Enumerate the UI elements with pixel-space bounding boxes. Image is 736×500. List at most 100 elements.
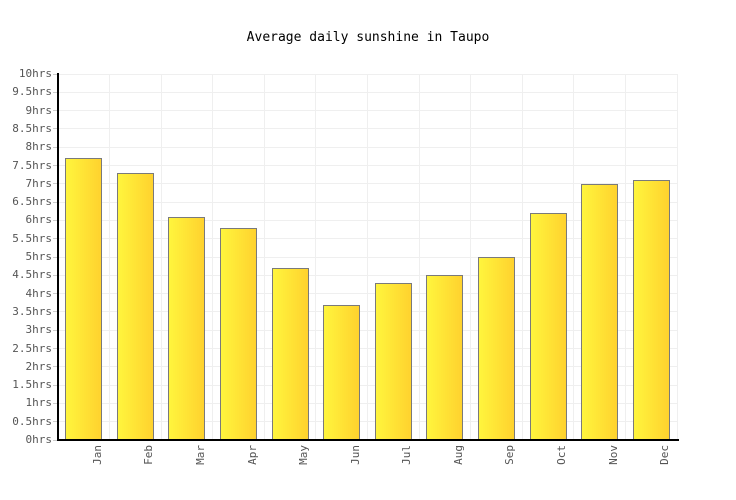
month-label-nov: Nov bbox=[606, 445, 620, 465]
horizontal-gridline bbox=[59, 165, 677, 166]
y-tick-label: 4hrs bbox=[25, 286, 53, 300]
bar-oct bbox=[529, 213, 567, 440]
y-tick-label: 5.5hrs bbox=[12, 231, 52, 245]
horizontal-gridline bbox=[59, 384, 677, 386]
bar-mar bbox=[168, 216, 206, 440]
y-tick-label: 3hrs bbox=[25, 323, 53, 337]
y-tick-label: 1.5hrs bbox=[12, 378, 52, 392]
y-axis-tick bbox=[53, 165, 57, 166]
bar-nov bbox=[581, 183, 619, 440]
horizontal-gridline bbox=[59, 73, 677, 75]
y-axis-tick bbox=[53, 219, 57, 221]
y-axis-tick bbox=[53, 183, 57, 185]
y-tick-label: 6hrs bbox=[25, 213, 53, 227]
y-axis-tick bbox=[53, 293, 57, 295]
bar-sep bbox=[477, 257, 515, 440]
month-label-oct: Oct bbox=[555, 445, 569, 465]
month-label-sep: Sep bbox=[503, 445, 517, 465]
horizontal-gridline bbox=[59, 146, 677, 148]
vertical-gridline bbox=[573, 74, 575, 440]
y-tick-label: 4.5hrs bbox=[12, 268, 52, 282]
horizontal-gridline bbox=[59, 402, 677, 404]
horizontal-gridline bbox=[59, 256, 677, 258]
bar-jun bbox=[323, 304, 361, 440]
y-axis-line bbox=[57, 73, 59, 441]
horizontal-gridline bbox=[59, 219, 677, 221]
bar-apr bbox=[220, 227, 258, 440]
vertical-gridline bbox=[315, 74, 317, 440]
horizontal-gridline bbox=[59, 366, 677, 368]
y-tick-label: 0hrs bbox=[25, 433, 53, 446]
month-label-jun: Jun bbox=[348, 445, 362, 465]
vertical-gridline bbox=[212, 74, 214, 440]
month-label-aug: Aug bbox=[451, 445, 465, 465]
y-tick-label: 5hrs bbox=[25, 250, 53, 263]
y-tick-label: 2.5hrs bbox=[12, 341, 52, 355]
horizontal-gridline bbox=[59, 183, 677, 185]
y-axis-tick bbox=[53, 384, 57, 386]
vertical-gridline bbox=[624, 74, 626, 440]
y-tick-label: 10hrs bbox=[18, 67, 52, 80]
bar-jul bbox=[374, 282, 412, 440]
horizontal-gridline bbox=[59, 329, 677, 331]
vertical-gridline bbox=[521, 74, 523, 440]
y-axis-tick bbox=[53, 201, 57, 203]
y-tick-label: 6.5hrs bbox=[12, 195, 52, 209]
horizontal-gridline bbox=[59, 128, 677, 130]
y-tick-label: 3.5hrs bbox=[12, 304, 52, 318]
y-axis-tick bbox=[53, 348, 57, 349]
y-tick-label: 7.5hrs bbox=[12, 158, 52, 172]
y-axis-tick bbox=[53, 73, 57, 75]
vertical-gridline bbox=[367, 74, 368, 440]
vertical-gridline bbox=[470, 74, 472, 440]
month-label-apr: Apr bbox=[245, 445, 259, 465]
chart-title: Average daily sunshine in Taupo bbox=[246, 30, 490, 45]
vertical-gridline bbox=[160, 74, 162, 440]
y-tick-label: 1hrs bbox=[25, 396, 53, 410]
y-tick-label: 9.5hrs bbox=[12, 85, 52, 99]
y-axis-tick bbox=[53, 421, 57, 423]
month-label-jan: Jan bbox=[90, 445, 104, 465]
y-tick-label: 7hrs bbox=[25, 176, 53, 190]
y-axis-tick bbox=[53, 110, 57, 112]
y-axis-tick bbox=[53, 439, 57, 441]
y-axis-tick bbox=[53, 128, 57, 130]
bar-jan bbox=[65, 158, 103, 440]
horizontal-gridline bbox=[59, 348, 677, 349]
y-axis-tick bbox=[53, 238, 57, 240]
month-label-mar: Mar bbox=[193, 445, 207, 465]
horizontal-gridline bbox=[59, 311, 677, 313]
horizontal-gridline bbox=[59, 91, 677, 93]
y-axis-tick bbox=[53, 146, 57, 148]
y-axis-tick bbox=[53, 329, 57, 331]
horizontal-gridline bbox=[59, 293, 677, 295]
horizontal-gridline bbox=[59, 110, 677, 112]
bar-aug bbox=[426, 275, 464, 440]
horizontal-gridline bbox=[59, 201, 677, 203]
month-label-jul: Jul bbox=[400, 445, 414, 465]
y-axis-tick bbox=[53, 402, 57, 404]
bar-dec bbox=[632, 180, 670, 440]
y-axis-tick bbox=[53, 91, 57, 93]
vertical-gridline bbox=[676, 74, 678, 440]
y-tick-label: 8hrs bbox=[25, 140, 53, 154]
horizontal-gridline bbox=[59, 238, 677, 240]
x-axis-line bbox=[57, 439, 679, 441]
y-axis-tick bbox=[53, 366, 57, 368]
bar-feb bbox=[116, 172, 154, 440]
month-label-may: May bbox=[297, 445, 311, 465]
vertical-gridline bbox=[109, 74, 111, 440]
y-axis-tick bbox=[53, 256, 57, 258]
vertical-gridline bbox=[263, 74, 265, 440]
month-label-dec: Dec bbox=[658, 445, 672, 465]
y-tick-label: 2hrs bbox=[25, 359, 53, 373]
bar-may bbox=[271, 267, 309, 440]
month-label-feb: Feb bbox=[142, 445, 156, 465]
y-axis-tick bbox=[53, 311, 57, 313]
vertical-gridline bbox=[418, 74, 420, 440]
horizontal-gridline bbox=[59, 421, 677, 423]
y-tick-label: 9hrs bbox=[25, 103, 53, 117]
y-tick-label: 8.5hrs bbox=[12, 121, 52, 135]
horizontal-gridline bbox=[59, 274, 677, 276]
